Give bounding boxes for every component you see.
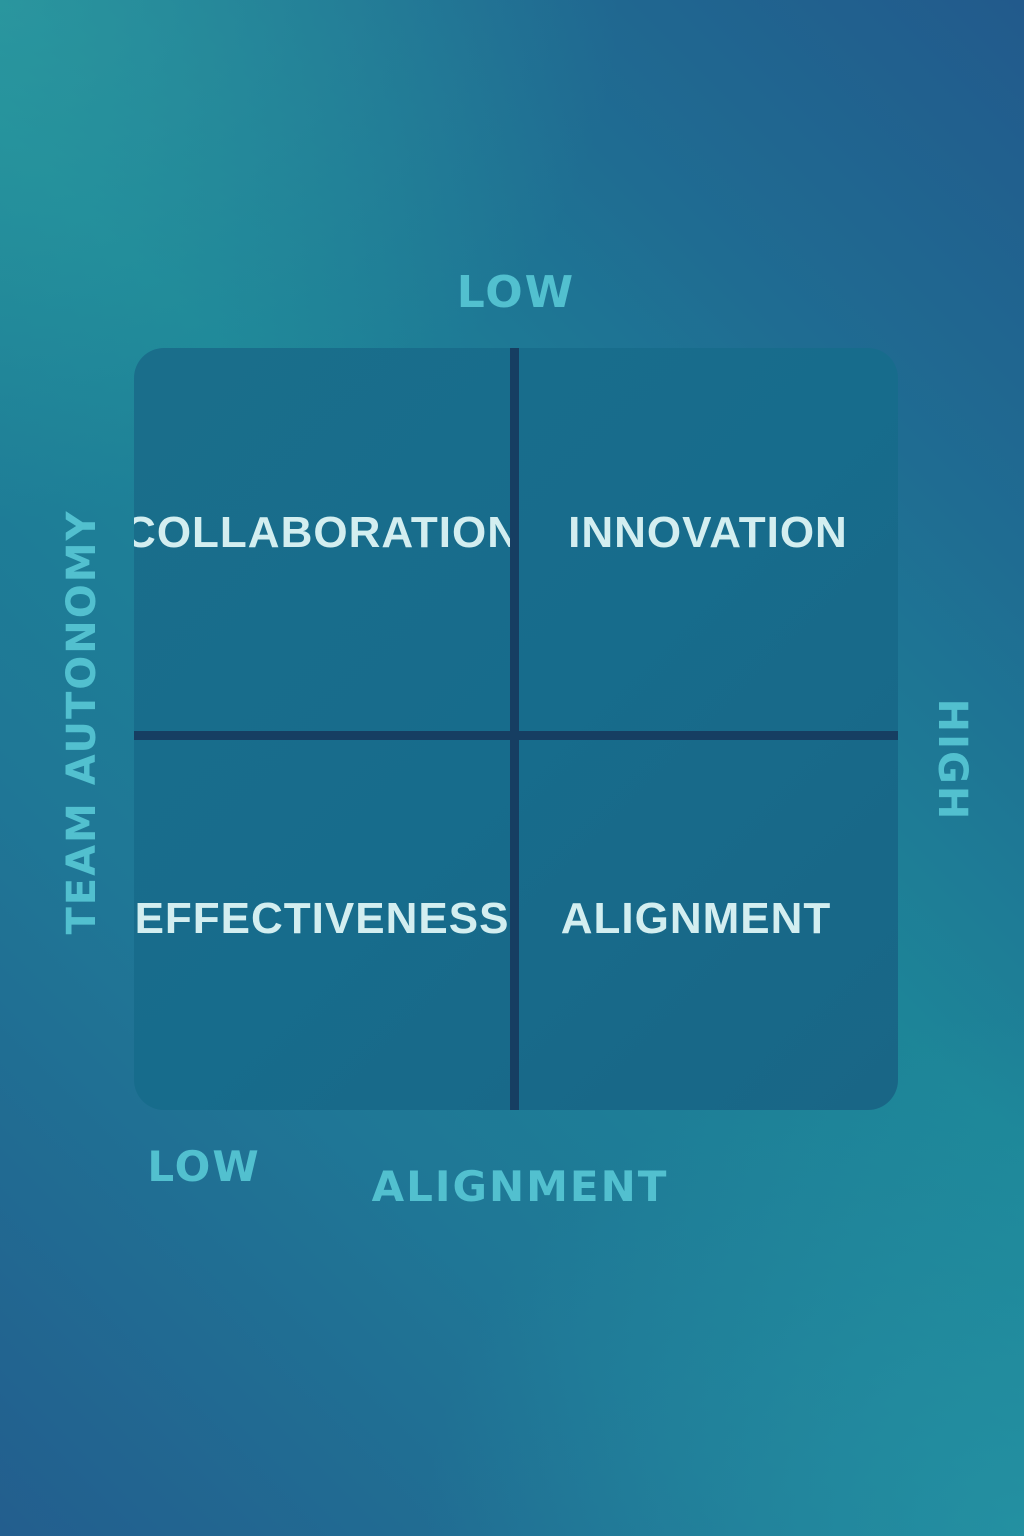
quadrant-matrix: COLLABORATION INNOVATION EFFECTIVENESS A… [134,348,898,1110]
horizontal-divider [134,731,898,740]
bottom-left-low-label: LOW [147,1142,261,1191]
quadrant-label-innovation: INNOVATION [568,508,848,557]
vertical-divider [510,348,519,1110]
quadrant-top-left: COLLABORATION [134,428,519,638]
x-axis-title: ALIGNMENT [371,1162,669,1211]
quadrant-label-effectiveness: EFFECTIVENESS [134,894,510,943]
quadrant-bottom-right: ALIGNMENT [518,814,874,1024]
quadrant-bottom-left: EFFECTIVENESS [134,814,510,1024]
top-axis-low-label: LOW [456,267,576,318]
quadrant-label-collaboration: COLLABORATION [134,508,520,557]
right-axis-high-label: HIGH [929,698,975,822]
quadrant-top-right: INNOVATION [518,428,898,638]
quadrant-label-alignment: ALIGNMENT [560,894,832,943]
y-axis-title: TEAM AUTONOMY [59,509,105,935]
